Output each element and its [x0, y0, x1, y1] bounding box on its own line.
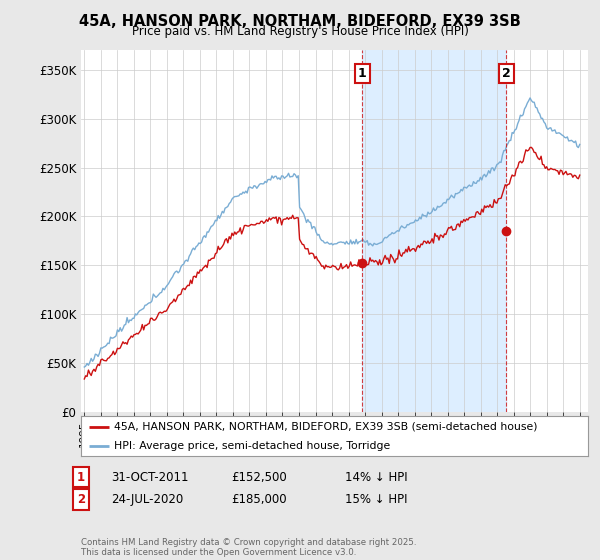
Text: 15% ↓ HPI: 15% ↓ HPI — [345, 493, 407, 506]
Text: 1: 1 — [358, 67, 367, 80]
Text: 24-JUL-2020: 24-JUL-2020 — [111, 493, 183, 506]
Text: 2: 2 — [77, 493, 85, 506]
Text: £152,500: £152,500 — [231, 470, 287, 484]
Text: 2: 2 — [502, 67, 511, 80]
Text: 45A, HANSON PARK, NORTHAM, BIDEFORD, EX39 3SB: 45A, HANSON PARK, NORTHAM, BIDEFORD, EX3… — [79, 14, 521, 29]
Text: £185,000: £185,000 — [231, 493, 287, 506]
Text: 31-OCT-2011: 31-OCT-2011 — [111, 470, 188, 484]
Text: 1: 1 — [77, 470, 85, 484]
Text: 14% ↓ HPI: 14% ↓ HPI — [345, 470, 407, 484]
Bar — [362, 50, 506, 412]
Text: Price paid vs. HM Land Registry's House Price Index (HPI): Price paid vs. HM Land Registry's House … — [131, 25, 469, 38]
Text: Contains HM Land Registry data © Crown copyright and database right 2025.
This d: Contains HM Land Registry data © Crown c… — [81, 538, 416, 557]
Text: HPI: Average price, semi-detached house, Torridge: HPI: Average price, semi-detached house,… — [114, 441, 390, 451]
Text: 45A, HANSON PARK, NORTHAM, BIDEFORD, EX39 3SB (semi-detached house): 45A, HANSON PARK, NORTHAM, BIDEFORD, EX3… — [114, 422, 538, 432]
